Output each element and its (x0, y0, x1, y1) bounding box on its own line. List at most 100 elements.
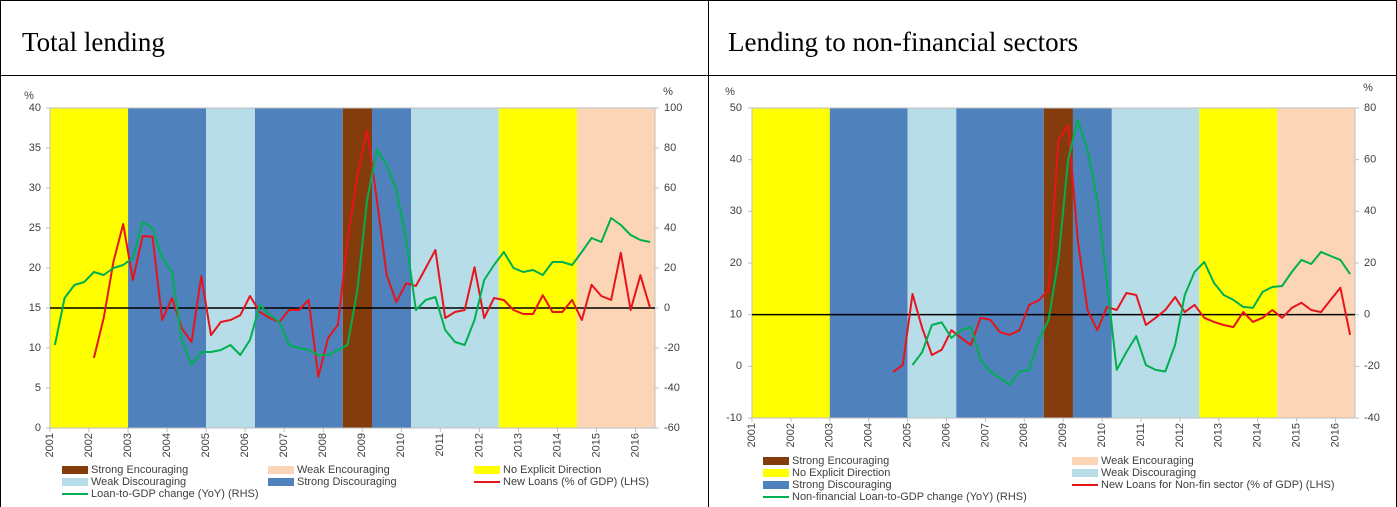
line-series (892, 124, 1352, 373)
x-tick-label: 2007 (979, 423, 991, 447)
y2-tick-label: 0 (1364, 309, 1370, 321)
regime-band (829, 108, 908, 418)
regime-band (1199, 108, 1278, 418)
regime-band (576, 108, 655, 428)
x-tick-label: 2012 (473, 433, 485, 457)
y-tick-label: 25 (29, 222, 41, 234)
x-tick-label: 2010 (395, 433, 407, 457)
line-series (911, 118, 1351, 386)
y2-tick-label: -60 (664, 422, 680, 434)
x-tick-label: 2005 (200, 433, 212, 457)
legend-label: Loan-to-GDP change (YoY) (RHS) (91, 488, 259, 500)
legend-swatch (1072, 457, 1098, 465)
legend-swatch (268, 478, 294, 486)
x-tick-label: 2008 (1018, 423, 1030, 447)
y2-tick-label: 40 (1364, 205, 1376, 217)
y2-tick-label: 80 (664, 142, 676, 154)
x-tick-label: 2006 (940, 423, 952, 447)
x-tick-label: 2015 (590, 433, 602, 457)
y-unit: % (24, 90, 34, 102)
y2-tick-label: 80 (1364, 102, 1376, 114)
x-tick-label: 2014 (1252, 423, 1264, 447)
y-tick-label: 0 (736, 360, 742, 372)
legend-label: New Loans (% of GDP) (LHS) (503, 476, 649, 488)
y2-unit: % (663, 86, 673, 98)
y-tick-label: 15 (29, 302, 41, 314)
y2-tick-label: 60 (1364, 154, 1376, 166)
y-unit: % (725, 86, 735, 98)
regime-band (411, 108, 499, 428)
x-tick-label: 2011 (434, 433, 446, 457)
y-tick-label: 10 (29, 342, 41, 354)
legend-label: Strong Encouraging (792, 455, 889, 467)
x-tick-label: 2002 (83, 433, 95, 457)
x-tick-label: 2004 (161, 433, 173, 457)
legend-label: New Loans for Non-fin sector (% of GDP) … (1101, 479, 1335, 491)
x-tick-label: 2010 (1096, 423, 1108, 447)
y-tick-label: 20 (730, 257, 742, 269)
x-tick-label: 2013 (1213, 423, 1225, 447)
legend-label: Strong Encouraging (91, 464, 188, 476)
y-tick-label: 0 (35, 422, 41, 434)
x-tick-label: 2003 (824, 423, 836, 447)
header-title: Total lending (22, 27, 165, 57)
y-tick-label: 40 (730, 154, 742, 166)
y2-tick-label: -40 (664, 382, 680, 394)
y2-unit: % (1363, 82, 1373, 94)
header-title: Lending to non-financial sectors (728, 27, 1078, 57)
legend-label: Weak Encouraging (297, 464, 390, 476)
regime-band (1072, 108, 1112, 418)
legend-swatch (763, 469, 789, 477)
line-series (92, 129, 652, 378)
x-tick-label: 2014 (551, 433, 563, 457)
regime-band (254, 108, 343, 428)
regime-band (206, 108, 255, 428)
legend-swatch (1072, 469, 1098, 477)
legend-label: Non-financial Loan-to-GDP change (YoY) (… (792, 491, 1027, 503)
legend-label: Weak Encouraging (1101, 455, 1194, 467)
y2-tick-label: 20 (664, 262, 676, 274)
regime-band (907, 108, 957, 418)
y-tick-label: 10 (730, 309, 742, 321)
legend-label: Weak Discouraging (91, 476, 186, 488)
y2-tick-label: 40 (664, 222, 676, 234)
line-series (53, 149, 651, 366)
x-tick-label: 2002 (785, 423, 797, 447)
x-tick-label: 2003 (122, 433, 134, 457)
regime-band (1111, 108, 1200, 418)
legend-label: Strong Discouraging (297, 476, 397, 488)
regime-band (128, 108, 207, 428)
legend-swatch (474, 466, 500, 474)
x-tick-label: 2016 (1329, 423, 1341, 447)
y-tick-label: -10 (726, 412, 742, 424)
x-tick-label: 2011 (1135, 423, 1147, 447)
legend-label: Weak Discouraging (1101, 467, 1196, 479)
y-tick-label: 40 (29, 102, 41, 114)
x-tick-label: 2008 (317, 433, 329, 457)
y-tick-label: 30 (730, 205, 742, 217)
y2-tick-label: -20 (1364, 360, 1380, 372)
x-tick-label: 2009 (1057, 423, 1069, 447)
x-tick-label: 2013 (512, 433, 524, 457)
y2-tick-label: -40 (1364, 412, 1380, 424)
y2-tick-label: 0 (664, 302, 670, 314)
legend-swatch (763, 481, 789, 489)
regime-band (372, 108, 412, 428)
legend-swatch (62, 466, 88, 474)
y2-tick-label: 100 (664, 102, 682, 114)
legend-label: No Explicit Direction (792, 467, 890, 479)
x-tick-label: 2007 (278, 433, 290, 457)
y2-tick-label: -20 (664, 342, 680, 354)
legend-label: No Explicit Direction (503, 464, 601, 476)
x-tick-label: 2012 (1174, 423, 1186, 447)
x-tick-label: 2001 (746, 423, 758, 447)
y-tick-label: 35 (29, 142, 41, 154)
legend-swatch (268, 466, 294, 474)
x-tick-label: 2016 (629, 433, 641, 457)
y2-tick-label: 60 (664, 182, 676, 194)
y-tick-label: 5 (35, 382, 41, 394)
x-tick-label: 2004 (863, 423, 875, 447)
y-tick-label: 20 (29, 262, 41, 274)
x-tick-label: 2001 (44, 433, 56, 457)
